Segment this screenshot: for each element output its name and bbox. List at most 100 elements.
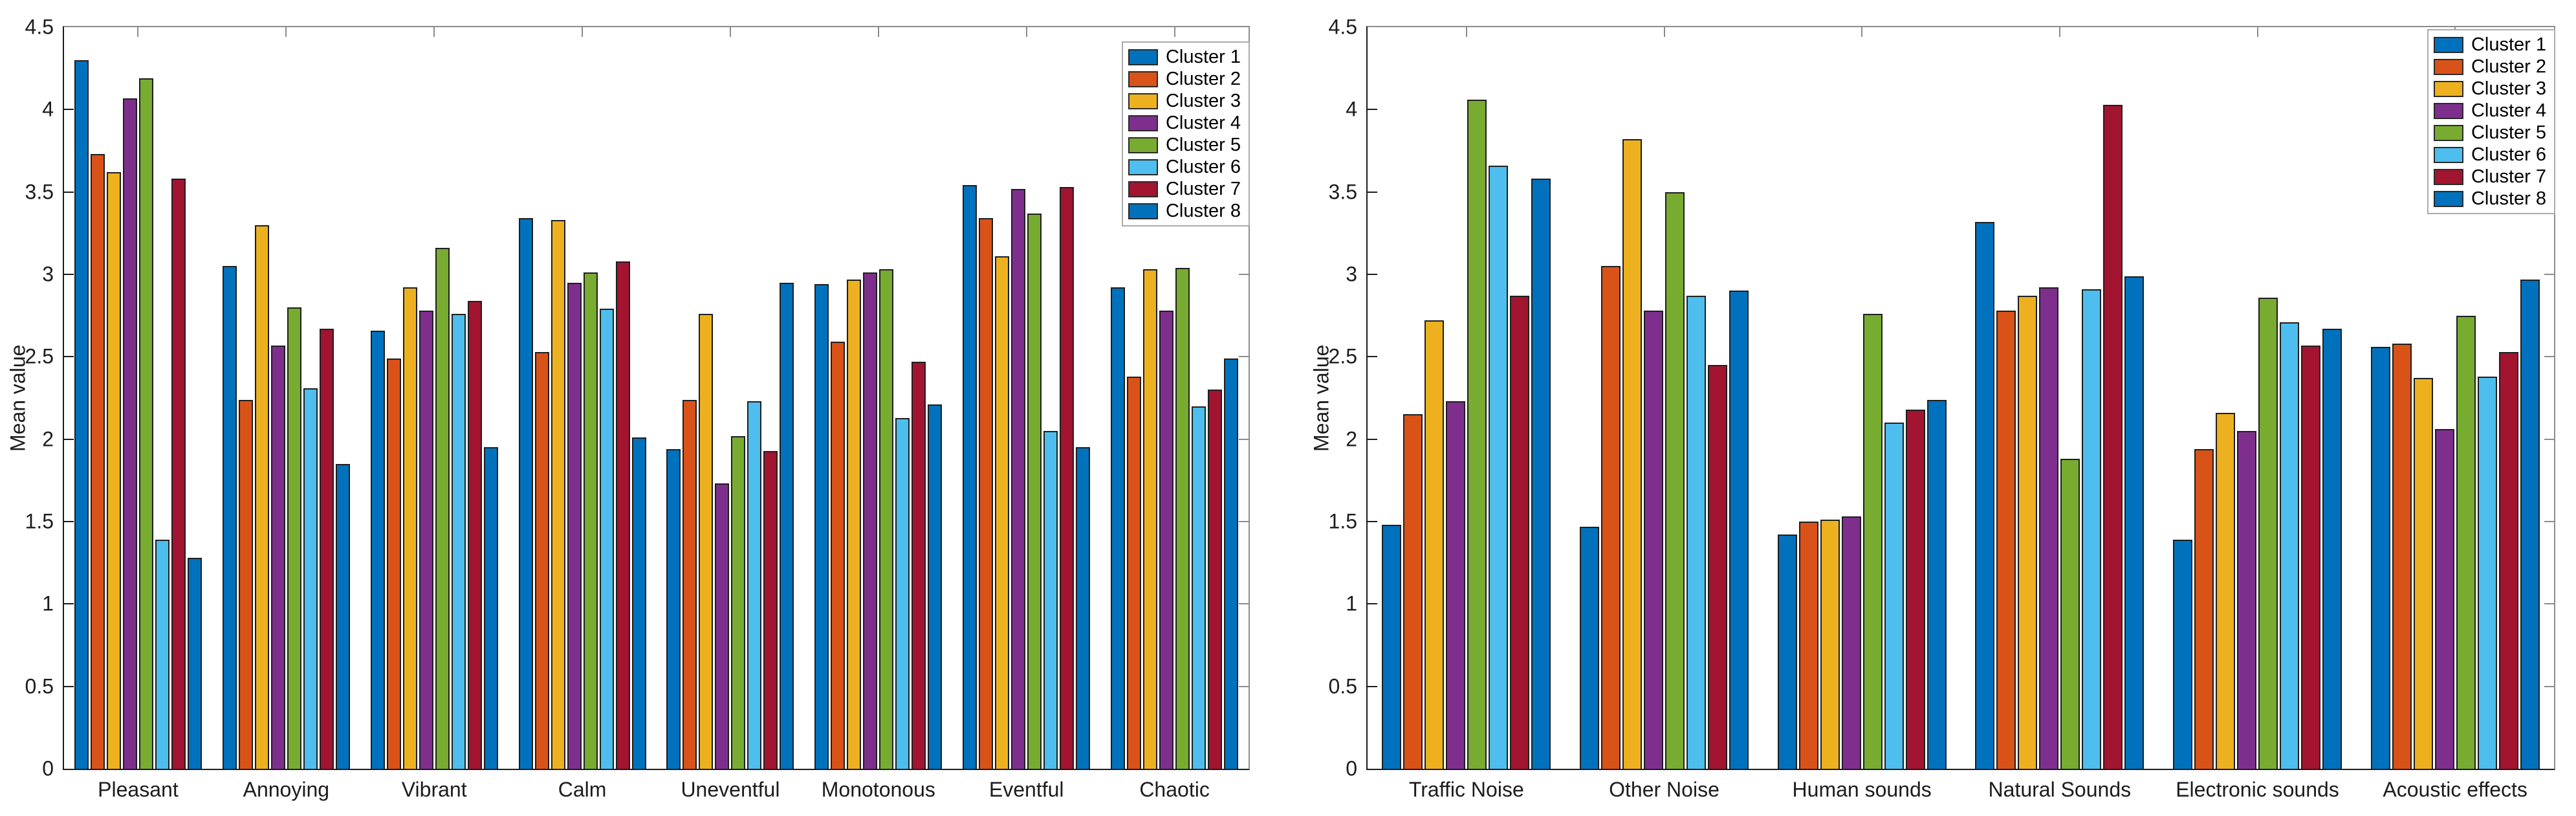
x-tick-mark bbox=[1861, 27, 1863, 37]
x-tick-mark bbox=[877, 27, 879, 37]
bar-cluster-4-pleasant bbox=[122, 98, 137, 769]
legend-swatch-cluster-3 bbox=[1128, 93, 1158, 109]
legend-swatch-cluster-8 bbox=[2433, 190, 2463, 207]
y-tick-mark bbox=[1368, 356, 1377, 358]
y-tick-mark bbox=[1239, 356, 1249, 358]
bar-cluster-6-vibrant bbox=[451, 314, 466, 769]
legend-swatch-cluster-5 bbox=[2433, 124, 2463, 141]
y-tick-label: 3 bbox=[42, 262, 54, 286]
bar-cluster-3-electronic-sounds bbox=[2216, 412, 2236, 769]
legend-swatch-cluster-1 bbox=[2433, 36, 2463, 53]
bar-cluster-4-monotonous bbox=[863, 272, 878, 769]
bar-cluster-1-calm bbox=[518, 218, 533, 769]
bar-cluster-6-natural-sounds bbox=[2082, 289, 2102, 769]
bar-cluster-5-traffic-noise bbox=[1467, 100, 1487, 769]
bar-cluster-2-traffic-noise bbox=[1403, 414, 1423, 769]
bar-cluster-8-other-noise bbox=[1729, 291, 1749, 769]
legend-label: Cluster 6 bbox=[1165, 156, 1241, 177]
sound-sources-bar-chart-plot-area: 0 0.5 1 1.5 2 2.5 3 3.5 4 4.5 Traffic Noise Other N… bbox=[1329, 16, 2555, 801]
y-tick-mark bbox=[1368, 274, 1377, 275]
y-tick-mark bbox=[2544, 685, 2554, 687]
bar-cluster-5-chaotic bbox=[1175, 267, 1190, 769]
bar-cluster-8-pleasant bbox=[187, 558, 202, 769]
y-tick-label: 0 bbox=[42, 756, 54, 780]
bar-cluster-6-uneventful bbox=[747, 401, 762, 769]
bar-cluster-3-acoustic-effects bbox=[2413, 378, 2433, 769]
bar-cluster-2-monotonous bbox=[831, 342, 846, 769]
bar-cluster-6-annoying bbox=[303, 388, 318, 769]
bar-cluster-6-calm bbox=[599, 309, 614, 769]
bar-cluster-7-monotonous bbox=[911, 361, 926, 769]
bar-cluster-4-uneventful bbox=[715, 483, 730, 769]
bar-cluster-5-calm bbox=[583, 272, 598, 769]
x-tick-label-vibrant: Vibrant bbox=[401, 778, 467, 801]
y-axis-label: Mean value bbox=[1309, 344, 1333, 452]
bar-cluster-3-monotonous bbox=[847, 279, 862, 769]
bar-cluster-7-pleasant bbox=[171, 179, 186, 769]
legend-item-cluster-6: Cluster 6 bbox=[2433, 144, 2546, 166]
bar-cluster-6-eventful bbox=[1043, 430, 1058, 769]
bar-cluster-3-vibrant bbox=[402, 287, 417, 769]
y-tick-mark bbox=[2544, 603, 2554, 605]
bar-cluster-2-annoying bbox=[238, 399, 253, 769]
bar-group-electronic-sounds bbox=[2159, 27, 2357, 769]
bar-group-monotonous bbox=[804, 27, 952, 769]
y-tick-mark bbox=[64, 521, 74, 522]
y-axis-label: Mean value bbox=[6, 344, 30, 452]
bar-cluster-5-uneventful bbox=[731, 436, 746, 769]
legend-label: Cluster 8 bbox=[2471, 188, 2546, 209]
y-tick-mark bbox=[64, 685, 74, 687]
bar-cluster-8-annoying bbox=[335, 463, 350, 769]
y-tick-label: 4 bbox=[42, 97, 54, 121]
legend-item-cluster-1: Cluster 1 bbox=[2433, 34, 2546, 56]
y-tick-label: 1.5 bbox=[25, 509, 54, 533]
legend-swatch-cluster-8 bbox=[1128, 203, 1158, 219]
bar-group-vibrant bbox=[360, 27, 508, 769]
bar-cluster-7-chaotic bbox=[1208, 390, 1223, 769]
x-tick-label-monotonous: Monotonous bbox=[821, 778, 935, 801]
x-tick-mark bbox=[729, 27, 731, 37]
x-tick-mark bbox=[433, 27, 435, 37]
bar-cluster-3-calm bbox=[551, 219, 565, 769]
legend-item-cluster-3: Cluster 3 bbox=[1128, 90, 1241, 112]
legend-label: Cluster 8 bbox=[1165, 200, 1241, 221]
y-tick-label: 1.5 bbox=[1328, 509, 1357, 533]
bar-cluster-1-chaotic bbox=[1111, 287, 1126, 769]
bar-cluster-8-acoustic-effects bbox=[2520, 279, 2540, 769]
bar-cluster-5-pleasant bbox=[138, 78, 153, 769]
bar-cluster-8-vibrant bbox=[483, 447, 498, 769]
legend-label: Cluster 3 bbox=[2471, 78, 2546, 99]
bar-cluster-1-traffic-noise bbox=[1382, 525, 1402, 769]
x-tick-label-eventful: Eventful bbox=[988, 778, 1064, 801]
bar-cluster-4-chaotic bbox=[1159, 311, 1174, 769]
legend-swatch-cluster-7 bbox=[2433, 168, 2463, 185]
bar-cluster-4-natural-sounds bbox=[2039, 287, 2059, 769]
x-tick-label-calm: Calm bbox=[558, 778, 607, 801]
x-tick-label-traffic-noise: Traffic Noise bbox=[1408, 778, 1524, 801]
y-tick-mark bbox=[1368, 191, 1377, 193]
x-tick-mark bbox=[137, 27, 139, 37]
bar-cluster-7-calm bbox=[615, 261, 630, 769]
legend-label: Cluster 2 bbox=[2471, 56, 2546, 77]
x-tick-label-uneventful: Uneventful bbox=[681, 778, 780, 801]
legend-swatch-cluster-2 bbox=[2433, 58, 2463, 75]
legend-label: Cluster 2 bbox=[1165, 68, 1241, 89]
legend-label: Cluster 7 bbox=[2471, 166, 2546, 187]
y-tick-mark bbox=[2544, 274, 2554, 275]
bar-cluster-3-human-sounds bbox=[1820, 520, 1840, 769]
bar-cluster-5-electronic-sounds bbox=[2258, 297, 2278, 769]
bar-cluster-6-monotonous bbox=[895, 417, 910, 769]
legend-item-cluster-6: Cluster 6 bbox=[1128, 156, 1241, 178]
bar-cluster-2-vibrant bbox=[386, 358, 401, 769]
y-tick-mark bbox=[2544, 521, 2554, 522]
y-tick-mark bbox=[64, 274, 74, 275]
x-tick-mark bbox=[2058, 27, 2060, 37]
bar-group-chaotic bbox=[1100, 27, 1249, 769]
y-tick-mark bbox=[1239, 603, 1249, 605]
legend-label: Cluster 7 bbox=[1165, 178, 1241, 199]
x-tick-label-human-sounds: Human sounds bbox=[1792, 778, 1932, 801]
bar-cluster-2-uneventful bbox=[682, 399, 697, 769]
bar-cluster-8-calm bbox=[631, 437, 646, 769]
bar-cluster-4-traffic-noise bbox=[1446, 401, 1466, 769]
bar-cluster-1-other-noise bbox=[1580, 526, 1599, 769]
